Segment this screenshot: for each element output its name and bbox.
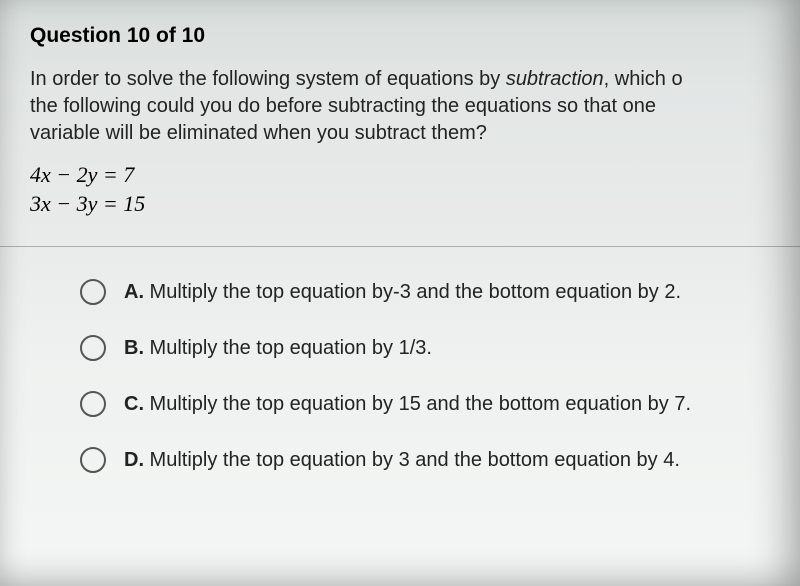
options-container: A. Multiply the top equation by-3 and th… [30, 279, 770, 473]
radio-b[interactable] [80, 335, 106, 361]
option-c-body: Multiply the top equation by 15 and the … [144, 393, 691, 415]
prompt-line3: variable will be eliminated when you sub… [30, 122, 487, 144]
radio-c[interactable] [80, 391, 106, 417]
option-d-letter: D. [124, 449, 144, 471]
radio-a[interactable] [80, 279, 106, 305]
option-b-body: Multiply the top equation by 1/3. [144, 337, 432, 359]
question-prompt: In order to solve the following system o… [30, 66, 770, 147]
option-c[interactable]: C. Multiply the top equation by 15 and t… [80, 391, 770, 417]
option-d[interactable]: D. Multiply the top equation by 3 and th… [80, 447, 770, 473]
prompt-italic: subtraction [506, 68, 604, 90]
equation-system: 4x − 2y = 7 3x − 3y = 15 [30, 161, 770, 218]
divider [0, 246, 800, 247]
option-d-text: D. Multiply the top equation by 3 and th… [124, 449, 680, 472]
option-b[interactable]: B. Multiply the top equation by 1/3. [80, 335, 770, 361]
option-a[interactable]: A. Multiply the top equation by-3 and th… [80, 279, 770, 305]
option-b-letter: B. [124, 337, 144, 359]
option-a-letter: A. [124, 281, 144, 303]
option-c-letter: C. [124, 393, 144, 415]
option-a-text: A. Multiply the top equation by-3 and th… [124, 281, 681, 304]
prompt-line2: the following could you do before subtra… [30, 95, 656, 117]
option-c-text: C. Multiply the top equation by 15 and t… [124, 393, 691, 416]
option-d-body: Multiply the top equation by 3 and the b… [144, 449, 680, 471]
prompt-part2: , which o [604, 68, 683, 90]
equation-2: 3x − 3y = 15 [30, 190, 770, 219]
prompt-part1: In order to solve the following system o… [30, 68, 506, 90]
equation-1: 4x − 2y = 7 [30, 161, 770, 190]
option-b-text: B. Multiply the top equation by 1/3. [124, 337, 432, 360]
question-header: Question 10 of 10 [30, 24, 770, 48]
option-a-body: Multiply the top equation by-3 and the b… [144, 281, 681, 303]
radio-d[interactable] [80, 447, 106, 473]
